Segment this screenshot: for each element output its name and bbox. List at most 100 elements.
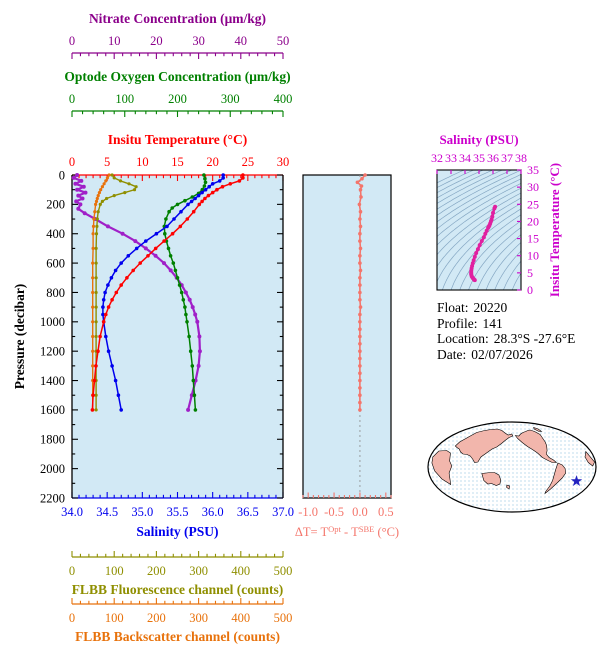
continents bbox=[431, 427, 595, 495]
svg-text:Insitu Temperature (°C): Insitu Temperature (°C) bbox=[547, 163, 562, 297]
svg-text:0.5: 0.5 bbox=[378, 505, 394, 519]
location-label: Location: bbox=[437, 331, 489, 346]
svg-text:0: 0 bbox=[69, 564, 75, 578]
svg-text:2200: 2200 bbox=[40, 491, 65, 505]
svg-text:200: 200 bbox=[46, 198, 65, 212]
svg-text:34: 34 bbox=[459, 151, 471, 165]
svg-text:Salinity (PSU): Salinity (PSU) bbox=[136, 524, 218, 539]
date-value: 02/07/2026 bbox=[471, 346, 533, 362]
density-contours bbox=[437, 170, 521, 290]
svg-text:33: 33 bbox=[445, 151, 457, 165]
location-row: Location: 28.3°S -27.6°E bbox=[437, 331, 580, 347]
profile-number-label: Profile: bbox=[437, 315, 478, 331]
svg-text:Pressure (decibar): Pressure (decibar) bbox=[12, 284, 27, 390]
svg-text:Nitrate Concentration (μm/kg): Nitrate Concentration (μm/kg) bbox=[89, 11, 266, 26]
svg-text:200: 200 bbox=[147, 564, 166, 578]
svg-text:400: 400 bbox=[231, 564, 250, 578]
svg-text:0: 0 bbox=[69, 611, 75, 625]
svg-text:10: 10 bbox=[108, 34, 121, 48]
svg-text:20: 20 bbox=[206, 155, 219, 169]
svg-text:200: 200 bbox=[147, 611, 166, 625]
svg-text:300: 300 bbox=[189, 611, 208, 625]
svg-text:38: 38 bbox=[515, 151, 527, 165]
svg-text:34.5: 34.5 bbox=[96, 505, 118, 519]
svg-text:36.5: 36.5 bbox=[237, 505, 259, 519]
svg-text:100: 100 bbox=[105, 611, 124, 625]
svg-text:30: 30 bbox=[192, 34, 205, 48]
svg-text:400: 400 bbox=[231, 611, 250, 625]
svg-text:100: 100 bbox=[115, 92, 134, 106]
svg-text:36: 36 bbox=[487, 151, 499, 165]
svg-text:2000: 2000 bbox=[40, 462, 65, 476]
world-map bbox=[427, 421, 597, 513]
svg-text:35: 35 bbox=[527, 163, 539, 177]
svg-text:25: 25 bbox=[527, 197, 539, 211]
axis-salinity: 34.0 34.5 35.0 35.5 36.0 36.5 37.0 Salinity (PS… bbox=[61, 492, 294, 539]
ts-curve bbox=[469, 204, 498, 283]
svg-text:400: 400 bbox=[274, 92, 293, 106]
axis-backscatter: 0 100 200 300 400 500 FLBB Backscatter channel… bbox=[69, 598, 293, 644]
svg-text:34.0: 34.0 bbox=[61, 505, 83, 519]
svg-text:30: 30 bbox=[277, 155, 290, 169]
svg-text:500: 500 bbox=[274, 564, 293, 578]
date-row: Date: 02/07/2026 bbox=[437, 347, 580, 363]
svg-text:25: 25 bbox=[242, 155, 255, 169]
profile-number-value: 141 bbox=[482, 315, 503, 331]
float-info: Float: 20220 Profile: 141 Location: 28.3°S … bbox=[437, 300, 580, 362]
svg-text:10: 10 bbox=[527, 249, 539, 263]
svg-text:35: 35 bbox=[473, 151, 485, 165]
svg-text:0: 0 bbox=[69, 92, 75, 106]
axis-oxygen: 0 100 200 300 400 Optode Oxygen Concentration… bbox=[64, 69, 292, 117]
svg-text:0: 0 bbox=[527, 283, 533, 297]
svg-text:-1.0: -1.0 bbox=[298, 505, 318, 519]
float-id-row: Float: 20220 bbox=[437, 300, 580, 316]
float-id-value: 20220 bbox=[473, 300, 508, 315]
svg-text:0: 0 bbox=[59, 168, 65, 182]
svg-text:35.0: 35.0 bbox=[131, 505, 153, 519]
svg-text:Optode Oxygen Concentration (μ: Optode Oxygen Concentration (μm/kg) bbox=[64, 69, 290, 84]
svg-text:800: 800 bbox=[46, 286, 65, 300]
delta-t-axis-label: ΔT= TOpt - TSBE (°C) bbox=[295, 524, 399, 539]
svg-text:1200: 1200 bbox=[40, 344, 65, 358]
float-location-star bbox=[570, 475, 583, 486]
svg-text:500: 500 bbox=[274, 611, 293, 625]
svg-text:15: 15 bbox=[527, 232, 539, 246]
svg-text:600: 600 bbox=[46, 256, 65, 270]
float-id-label: Float: bbox=[437, 300, 469, 315]
delta-t-chart: -1.0 -0.5 0.0 0.5 ΔT= TOpt - TSBE (°C) bbox=[295, 173, 399, 539]
svg-text:15: 15 bbox=[171, 155, 184, 169]
svg-text:10: 10 bbox=[136, 155, 149, 169]
svg-text:5: 5 bbox=[527, 266, 533, 280]
svg-text:300: 300 bbox=[221, 92, 240, 106]
svg-text:37.0: 37.0 bbox=[272, 505, 294, 519]
series-delta-t bbox=[355, 173, 367, 412]
svg-text:40: 40 bbox=[235, 34, 248, 48]
axis-fluorescence: 0 100 200 300 400 500 FLBB Fluorescence channe… bbox=[69, 551, 293, 597]
axis-temperature: 0 5 10 15 20 25 30 Insitu Temperature (°C) bbox=[69, 132, 289, 181]
svg-text:50: 50 bbox=[277, 34, 290, 48]
svg-text:36.0: 36.0 bbox=[202, 505, 224, 519]
svg-text:35.5: 35.5 bbox=[167, 505, 189, 519]
svg-text:400: 400 bbox=[46, 227, 65, 241]
svg-text:-0.5: -0.5 bbox=[324, 505, 344, 519]
date-label: Date: bbox=[437, 346, 467, 362]
svg-text:0: 0 bbox=[69, 34, 75, 48]
svg-text:20: 20 bbox=[527, 214, 539, 228]
svg-text:1800: 1800 bbox=[40, 433, 65, 447]
series-oxygen bbox=[162, 173, 208, 412]
svg-text:5: 5 bbox=[104, 155, 110, 169]
svg-text:1000: 1000 bbox=[40, 315, 65, 329]
axis-nitrate: 0 10 20 30 40 50 Nitrate Concentration (μm/kg) bbox=[69, 11, 289, 59]
svg-text:0: 0 bbox=[69, 155, 75, 169]
axis-pressure: 0 200 400 600 800 1000 1200 1400 1600 1800 2000 220… bbox=[12, 168, 284, 505]
svg-text:1400: 1400 bbox=[40, 374, 65, 388]
svg-text:0.0: 0.0 bbox=[352, 505, 368, 519]
svg-text:FLBB Backscatter channel (coun: FLBB Backscatter channel (counts) bbox=[75, 629, 280, 644]
location-value: 28.3°S -27.6°E bbox=[493, 331, 576, 346]
svg-text:100: 100 bbox=[105, 564, 124, 578]
series-salinity bbox=[101, 173, 225, 412]
svg-text:20: 20 bbox=[150, 34, 163, 48]
